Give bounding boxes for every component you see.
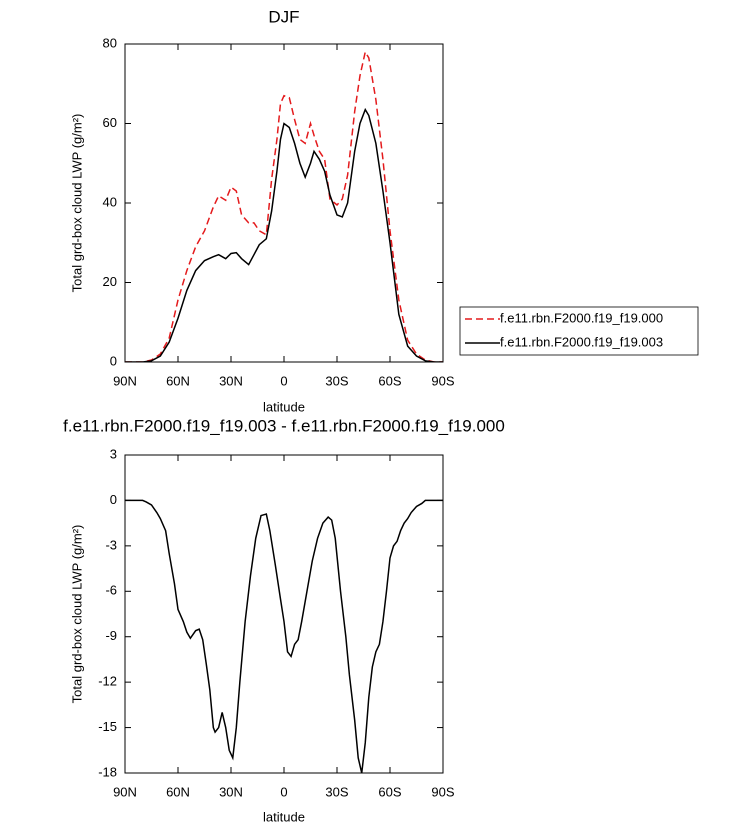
chart-title: DJF [268,7,299,26]
y-tick-label: -6 [105,583,117,598]
x-tick-label: 90S [431,373,454,388]
legend-label: f.e11.rbn.F2000.f19_f19.000 [500,310,663,325]
y-tick-label: -3 [105,537,117,552]
y-tick-label: -18 [98,764,117,779]
chart-title: f.e11.rbn.F2000.f19_f19.003 - f.e11.rbn.… [63,416,505,435]
x-tick-label: 90N [113,784,137,799]
x-axis-label: latitude [263,399,305,414]
x-tick-label: 60S [378,373,401,388]
y-axis-label: Total grd-box cloud LWP (g/m²) [69,525,84,704]
x-axis-label: latitude [263,809,305,824]
y-tick-label: 0 [110,492,117,507]
x-tick-label: 90S [431,784,454,799]
x-tick-label: 30N [219,784,243,799]
x-tick-label: 30N [219,373,243,388]
x-tick-label: 0 [280,373,287,388]
series-line [125,107,443,362]
plot-frame [124,43,444,363]
y-tick-label: 0 [110,353,117,368]
y-tick-label: 60 [103,115,117,130]
x-tick-label: 60S [378,784,401,799]
plot-frame [124,454,444,774]
y-tick-label: 40 [103,194,117,209]
legend-box [459,306,699,356]
series-line [125,49,443,362]
x-tick-label: 0 [280,784,287,799]
x-tick-label: 30S [325,784,348,799]
y-tick-label: 20 [103,274,117,289]
y-axis-label: Total grd-box cloud LWP (g/m²) [69,114,84,293]
y-tick-label: -12 [98,674,117,689]
y-tick-label: -9 [105,628,117,643]
x-tick-label: 60N [166,784,190,799]
y-tick-label: 3 [110,446,117,461]
x-tick-label: 60N [166,373,190,388]
series-line [125,499,443,773]
y-tick-label: 80 [103,35,117,50]
x-tick-label: 90N [113,373,137,388]
legend-label: f.e11.rbn.F2000.f19_f19.003 [500,334,663,349]
x-tick-label: 30S [325,373,348,388]
y-tick-label: -15 [98,719,117,734]
